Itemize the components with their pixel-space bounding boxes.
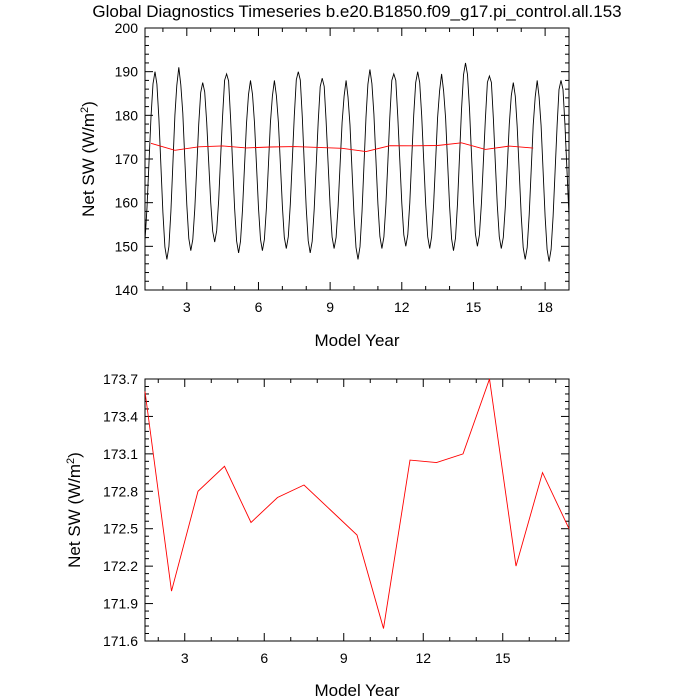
y-tick-label-bottom: 173.4 xyxy=(103,408,138,424)
y-tick-label-top: 200 xyxy=(115,20,139,36)
y-tick-label-bottom: 171.9 xyxy=(103,596,138,612)
y-tick-label-bottom: 173.7 xyxy=(103,371,138,387)
plot-marks-top: 3 6 9 12 15 18 140 150 160 170 180 190 200 xyxy=(115,20,570,315)
plot-marks-bottom: 3 6 9 12 15 171.6 171.9 172.2 172.5 172.8 173.1 173… xyxy=(103,371,570,666)
y-tick-label-bottom: 172.2 xyxy=(103,558,138,574)
y-axis-label-bottom-tail: ) xyxy=(65,452,84,458)
x-tick-label-top: 18 xyxy=(537,299,553,315)
plot-frame-bottom xyxy=(144,378,570,642)
series-line-annual-top xyxy=(150,142,534,153)
y-tick-label-top: 180 xyxy=(115,107,139,123)
y-axis-label-top-sup: 2 xyxy=(79,107,91,113)
panel-bottom: 3 6 9 12 15 171.6 171.9 172.2 172.5 172.8 173.1 173… xyxy=(65,371,570,700)
x-tick-label-bottom: 15 xyxy=(495,650,511,666)
y-tick-label-top: 160 xyxy=(115,195,139,211)
y-axis-label-bottom-text: Net SW (W/m xyxy=(65,464,84,568)
series-line-monthly-top xyxy=(144,62,570,262)
panel-top: 3 6 9 12 15 18 140 150 160 170 180 190 200 Model Yea… xyxy=(79,20,570,350)
x-axis-label-bottom: Model Year xyxy=(314,681,399,700)
figure-title: Global Diagnostics Timeseries b.e20.B185… xyxy=(92,2,621,21)
x-tick-label-bottom: 12 xyxy=(415,650,431,666)
y-tick-label-top: 150 xyxy=(115,238,139,254)
y-axis-label-bottom: Net SW (W/m2) xyxy=(65,452,84,568)
y-axis-label-top-tail: ) xyxy=(79,101,98,107)
x-axis-label-top: Model Year xyxy=(314,331,399,350)
x-tick-label-bottom: 9 xyxy=(340,650,348,666)
y-tick-label-bottom: 173.1 xyxy=(103,446,138,462)
x-tick-label-bottom: 6 xyxy=(260,650,268,666)
x-tick-label-bottom: 3 xyxy=(181,650,189,666)
x-tick-label-top: 15 xyxy=(466,299,482,315)
x-tick-label-top: 9 xyxy=(326,299,334,315)
y-axis-label-top: Net SW (W/m2) xyxy=(79,101,98,217)
y-tick-label-top: 170 xyxy=(115,151,139,167)
x-tick-label-top: 6 xyxy=(255,299,263,315)
y-tick-label-bottom: 171.6 xyxy=(103,633,138,649)
y-axis-label-bottom-sup: 2 xyxy=(65,458,77,464)
y-tick-label-bottom: 172.8 xyxy=(103,483,138,499)
y-axis-label-top-text: Net SW (W/m xyxy=(79,113,98,217)
y-tick-label-top: 140 xyxy=(115,282,139,298)
series-line-annual-bottom xyxy=(144,378,570,629)
x-tick-label-top: 12 xyxy=(394,299,410,315)
y-tick-label-bottom: 172.5 xyxy=(103,521,138,537)
x-tick-label-top: 3 xyxy=(183,299,191,315)
y-tick-label-top: 190 xyxy=(115,64,139,80)
